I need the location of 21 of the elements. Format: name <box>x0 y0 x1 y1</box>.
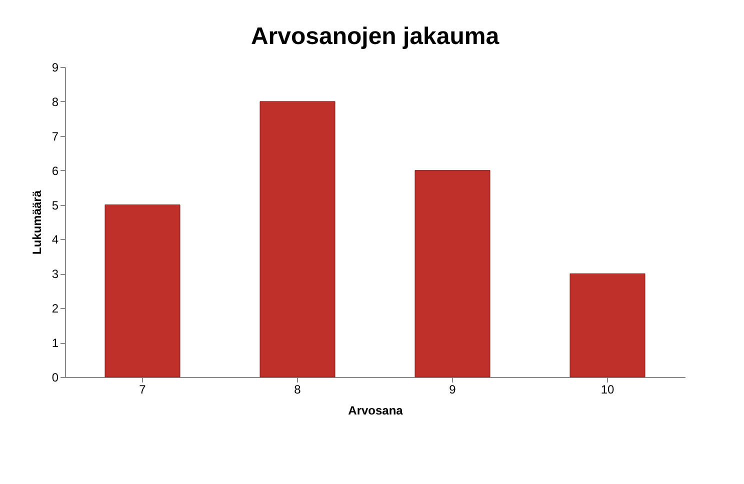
y-tick-label: 5 <box>52 198 59 212</box>
x-tick-label: 9 <box>449 382 456 396</box>
y-tick-label: 2 <box>52 302 59 316</box>
y-axis-title: Lukumäärä <box>30 190 44 255</box>
x-tick-label: 10 <box>600 382 614 396</box>
y-tick-label: 0 <box>52 370 59 384</box>
bar <box>570 273 646 378</box>
bar <box>104 204 180 378</box>
x-tick-label: 7 <box>139 382 146 396</box>
y-tick-label: 9 <box>52 60 59 74</box>
y-tick-label: 6 <box>52 164 59 178</box>
y-tick-label: 4 <box>52 232 59 247</box>
y-tick-label: 7 <box>52 129 59 144</box>
bar <box>414 170 490 378</box>
y-tick-label: 3 <box>52 267 59 282</box>
y-tick-label: 1 <box>52 336 59 350</box>
y-tick-label: 8 <box>52 94 59 109</box>
chart-title: Arvosanojen jakauma <box>250 23 500 50</box>
x-axis-title: Arvosana <box>348 404 404 418</box>
bar <box>260 101 336 378</box>
x-tick-label: 8 <box>294 382 302 396</box>
